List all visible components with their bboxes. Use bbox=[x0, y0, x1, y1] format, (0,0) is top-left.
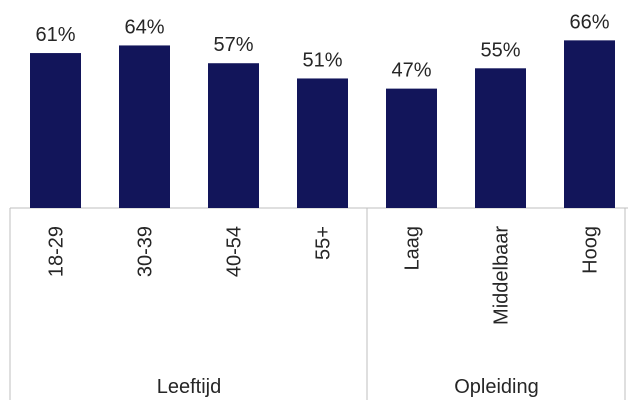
bar bbox=[386, 88, 437, 208]
value-label: 51% bbox=[302, 49, 342, 71]
value-label: 64% bbox=[124, 16, 164, 38]
x-tick-label: 30-39 bbox=[135, 226, 157, 277]
bar bbox=[119, 45, 170, 208]
bar bbox=[30, 53, 81, 209]
x-tick-label: Hoog bbox=[580, 226, 602, 274]
bar bbox=[475, 68, 526, 208]
x-tick-label: 40-54 bbox=[224, 226, 246, 277]
x-tick-label: Middelbaar bbox=[491, 226, 513, 325]
value-label: 61% bbox=[35, 24, 75, 46]
value-label: 47% bbox=[391, 60, 431, 82]
value-label: 55% bbox=[480, 39, 520, 61]
bar bbox=[208, 63, 259, 208]
value-label: 57% bbox=[213, 34, 253, 56]
x-tick-label: 55+ bbox=[313, 226, 335, 260]
value-label: 66% bbox=[569, 11, 609, 33]
bar bbox=[297, 78, 348, 209]
group-label: Leeftijd bbox=[157, 376, 222, 398]
x-tick-label: 18-29 bbox=[46, 226, 68, 277]
bar bbox=[564, 40, 615, 208]
group-label: Opleiding bbox=[454, 376, 539, 398]
x-tick-label: Laag bbox=[402, 226, 424, 271]
